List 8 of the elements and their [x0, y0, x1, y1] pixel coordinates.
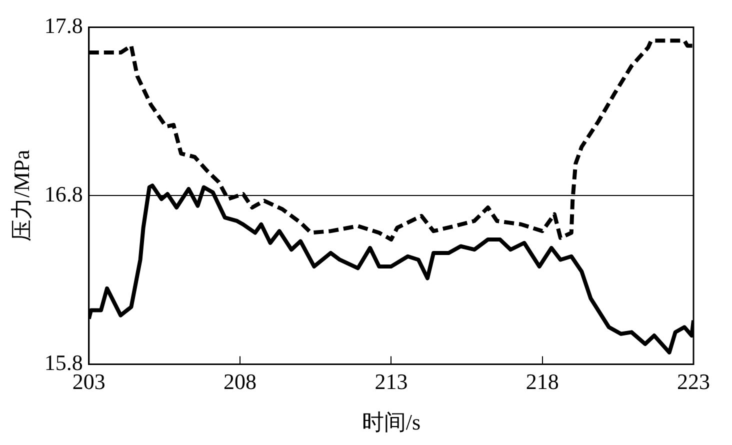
- x-tick-label: 208: [224, 369, 257, 394]
- y-tick-label: 17.8: [44, 12, 83, 38]
- x-tick-label: 213: [374, 369, 408, 394]
- y-tick-label: 16.8: [44, 181, 83, 206]
- x-tick-label: 218: [526, 369, 559, 394]
- y-axis-title: 压力/MPa: [8, 150, 34, 242]
- x-tick-label: 223: [677, 369, 710, 394]
- x-axis-title: 时间/s: [362, 410, 421, 435]
